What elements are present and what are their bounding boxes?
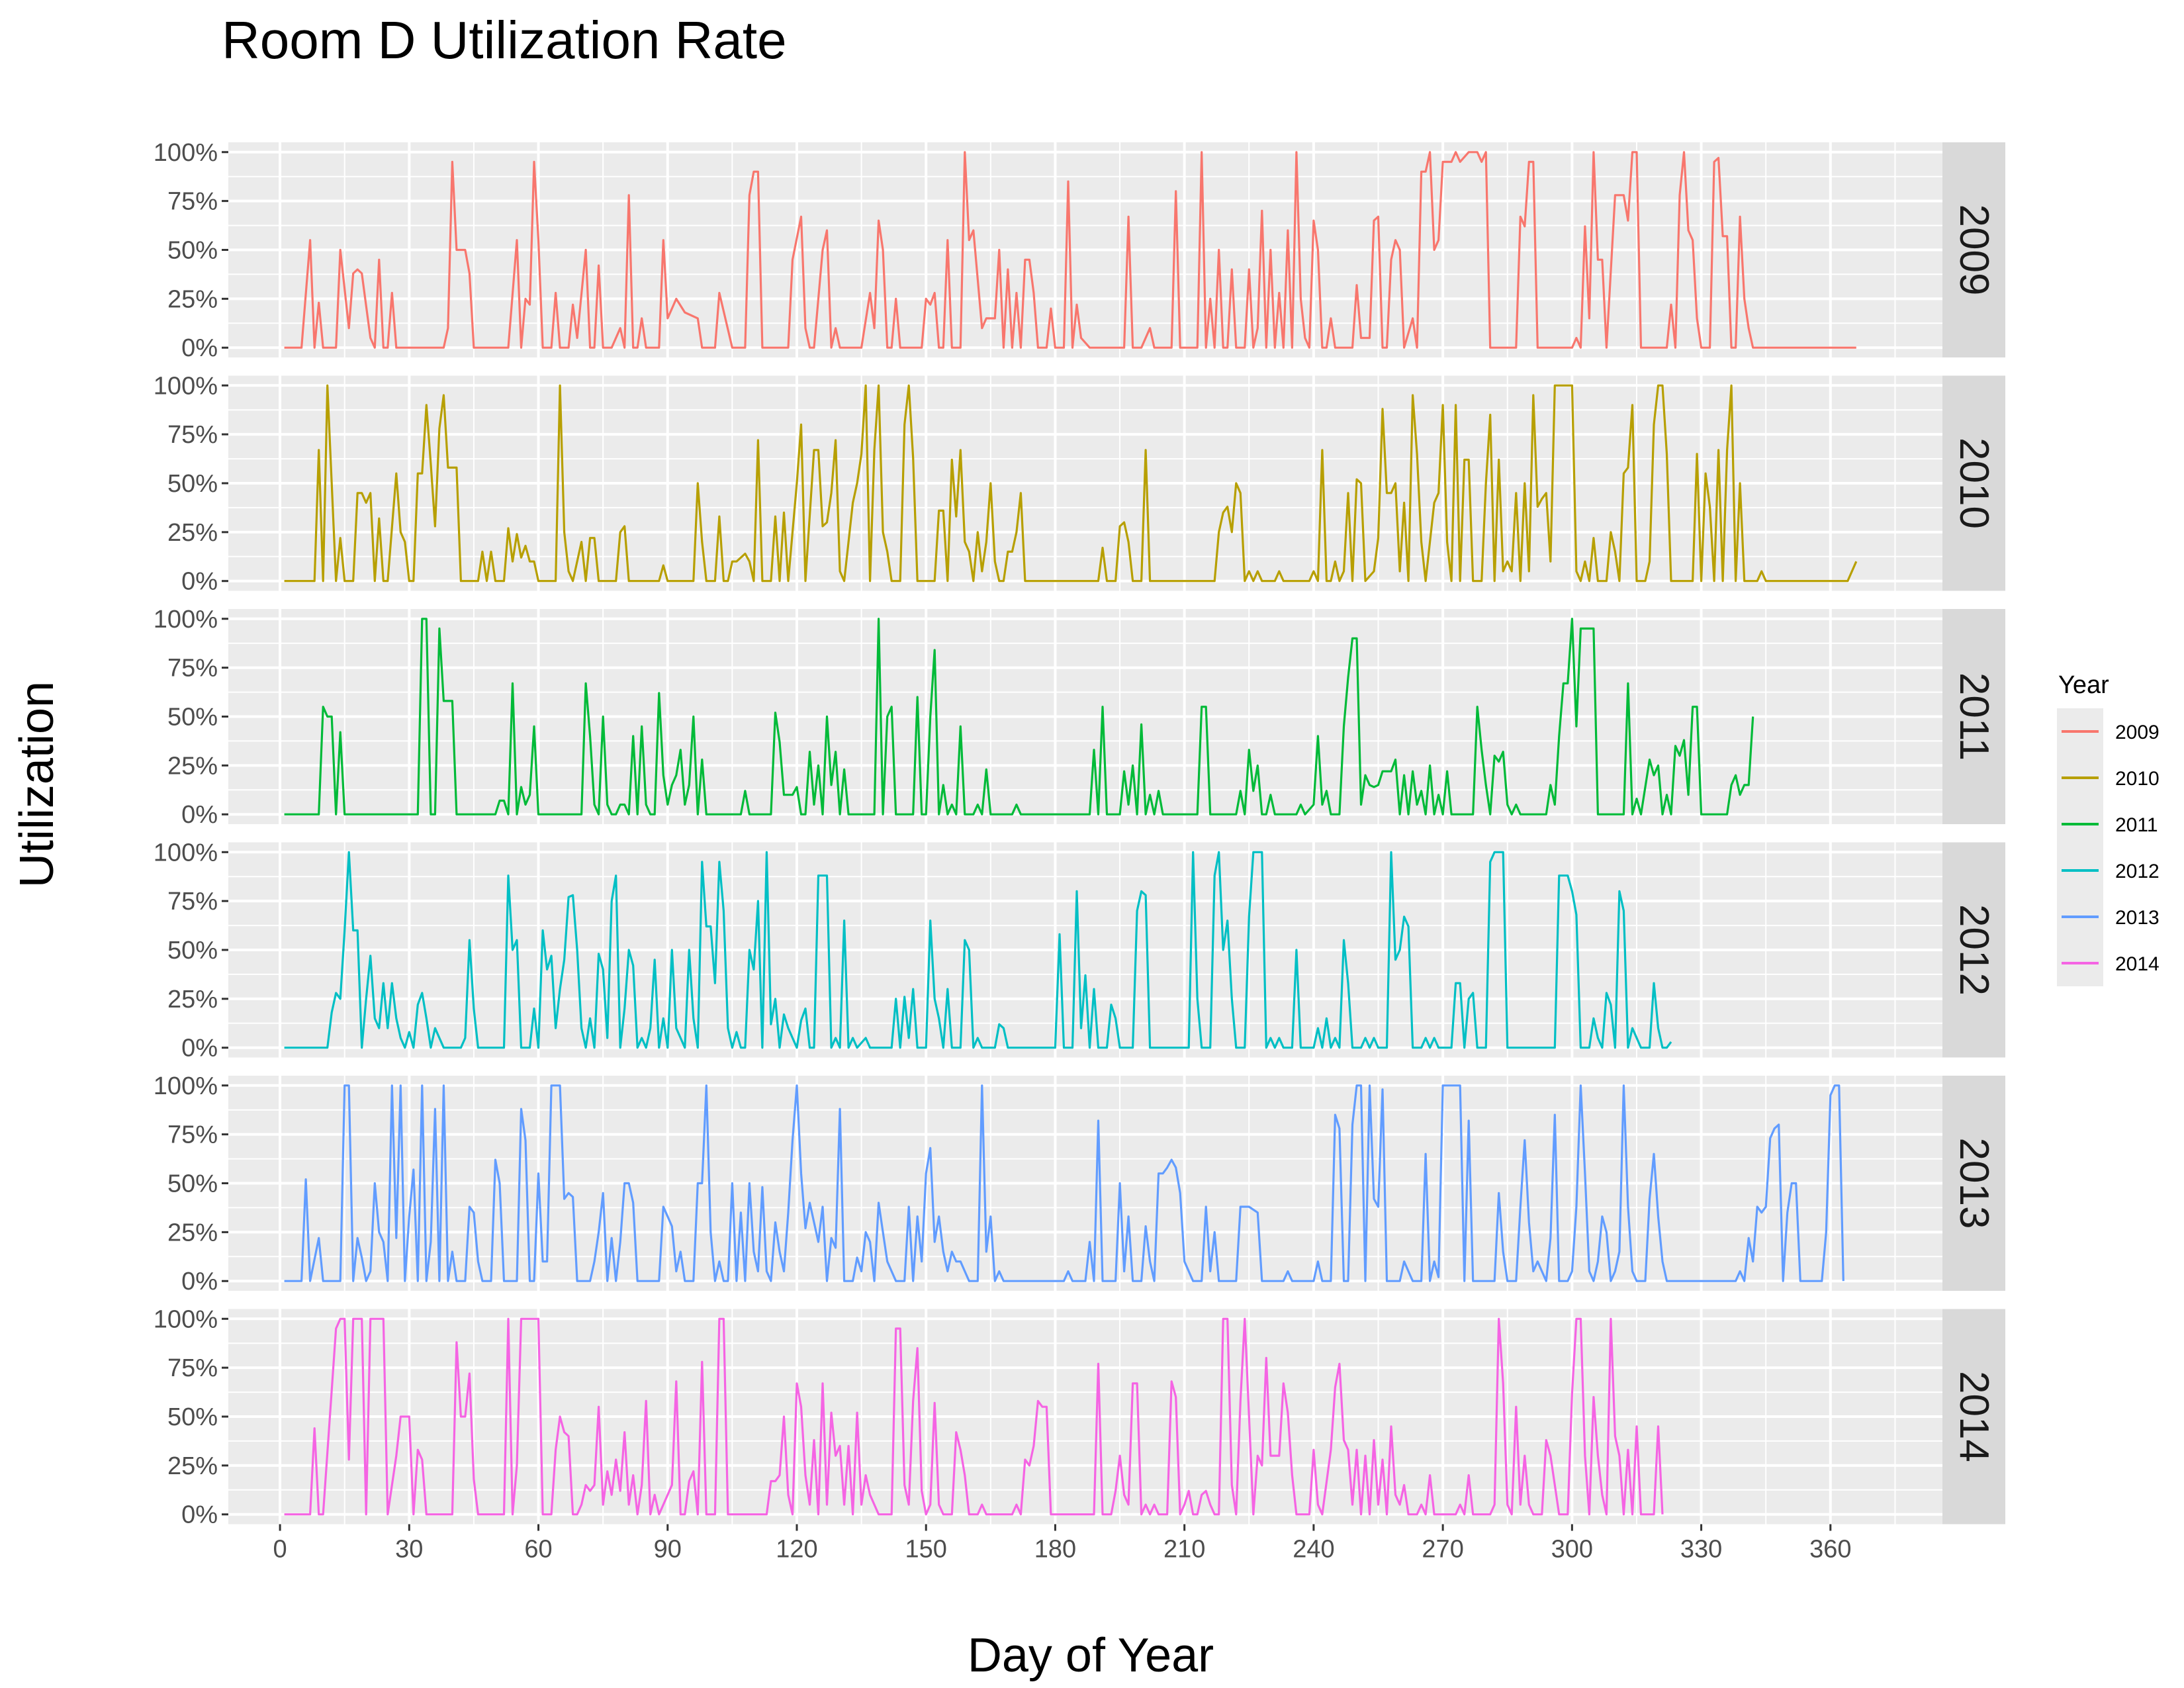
y-tick-label: 75% [167, 888, 218, 915]
x-axis-title: Day of Year [968, 1629, 1214, 1682]
y-tick-label: 50% [167, 1403, 218, 1431]
y-tick-label: 25% [167, 986, 218, 1013]
legend-item-2011: 2011 [2057, 801, 2158, 847]
facet-strip-label: 2013 [1951, 1138, 1997, 1229]
series-line-2014 [284, 1317, 1664, 1516]
x-tick-label: 360 [1809, 1536, 1851, 1564]
facet-panel-2012: 0% 25% 50% 75% 100% 2012 [154, 839, 2005, 1062]
y-tick-label: 50% [167, 937, 218, 964]
legend-label: 2013 [2115, 907, 2160, 929]
x-tick-label: 270 [1422, 1536, 1463, 1564]
x-tick-label: 330 [1680, 1536, 1722, 1564]
y-tick-label: 100% [154, 1072, 218, 1100]
legend-item-2014: 2014 [2057, 940, 2160, 986]
y-axis-title: Utilization [11, 681, 64, 888]
y-tick-label: 100% [154, 372, 218, 400]
y-tick-label: 50% [167, 237, 218, 265]
x-tick-label: 120 [776, 1536, 817, 1564]
facet-strip-label: 2010 [1951, 438, 1997, 529]
x-tick-label: 90 [654, 1536, 682, 1564]
series-line-2011 [284, 618, 1754, 816]
legend-item-2010: 2010 [2057, 755, 2160, 801]
y-tick-label: 75% [167, 188, 218, 216]
y-tick-label: 100% [154, 839, 218, 867]
legend-label: 2010 [2115, 768, 2160, 790]
legend-item-2013: 2013 [2057, 894, 2160, 940]
facet-strip [1942, 375, 2005, 591]
y-tick-label: 0% [181, 1501, 218, 1529]
facet-panels: 0%25%50%75%100%20090%25%50%75%100%20100%… [154, 139, 2005, 1529]
legend: Year 2009 2010 2011 2012 2013 2014 [2057, 671, 2160, 986]
y-tick-label: 100% [154, 1305, 218, 1333]
y-tick-label: 75% [167, 655, 218, 682]
facet-panel-2011: 0% 25% 50% 75% 100% 2011 [154, 606, 2005, 829]
y-tick-label: 0% [181, 1035, 218, 1062]
y-tick-label: 0% [181, 334, 218, 362]
series-line-2012 [284, 851, 1672, 1049]
facet-panel-2010: 0% 25% 50% 75% 100% 2010 [154, 372, 2005, 596]
x-tick-label: 150 [905, 1536, 947, 1564]
facet-panel-2009: 0% 25% 50% 75% 100% 2009 [154, 139, 2005, 362]
x-tick-label: 300 [1551, 1536, 1593, 1564]
x-axis: 0 30 60 90 120 150 180 210 240 270 300 330 360 [273, 1524, 1852, 1564]
y-tick-label: 0% [181, 801, 218, 829]
y-tick-label: 50% [167, 470, 218, 498]
y-tick-label: 100% [154, 606, 218, 633]
facet-panel-2014: 0% 25% 50% 75% 100% 2014 [154, 1305, 2005, 1529]
y-tick-label: 25% [167, 1219, 218, 1246]
facet-strip-label: 2012 [1951, 904, 1997, 996]
y-tick-label: 25% [167, 519, 218, 547]
legend-title: Year [2058, 671, 2109, 699]
x-tick-label: 60 [524, 1536, 552, 1564]
legend-label: 2012 [2115, 861, 2160, 882]
y-tick-label: 25% [167, 285, 218, 313]
facet-strip [1942, 842, 2005, 1058]
facet-strip [1942, 1076, 2005, 1291]
x-tick-label: 180 [1034, 1536, 1076, 1564]
y-tick-label: 50% [167, 704, 218, 731]
x-tick-label: 210 [1163, 1536, 1205, 1564]
x-tick-label: 30 [395, 1536, 423, 1564]
facet-strip [1942, 1309, 2005, 1524]
legend-item-2012: 2012 [2057, 847, 2160, 894]
facet-strip-label: 2011 [1951, 673, 1997, 761]
facet-strip-label: 2014 [1951, 1371, 1997, 1462]
y-tick-label: 50% [167, 1170, 218, 1198]
facet-strip-label: 2009 [1951, 205, 1997, 296]
series-line-2010 [284, 384, 1858, 583]
chart-title: Room D Utilization Rate [222, 11, 787, 70]
legend-label: 2011 [2115, 814, 2158, 836]
x-tick-label: 240 [1293, 1536, 1334, 1564]
facet-panel-2013: 0% 25% 50% 75% 100% 2013 [154, 1072, 2005, 1295]
y-tick-label: 75% [167, 421, 218, 449]
y-tick-label: 75% [167, 1354, 218, 1382]
series-line-2013 [284, 1084, 1844, 1282]
series-line-2009 [284, 151, 1856, 349]
y-tick-label: 25% [167, 752, 218, 780]
facet-strip [1942, 609, 2005, 824]
facet-strip [1942, 142, 2005, 357]
y-tick-label: 0% [181, 568, 218, 596]
legend-label: 2014 [2115, 953, 2160, 975]
y-tick-label: 0% [181, 1268, 218, 1295]
x-tick-label: 0 [273, 1536, 287, 1564]
y-tick-label: 75% [167, 1121, 218, 1149]
legend-item-2009: 2009 [2057, 708, 2160, 755]
y-tick-label: 100% [154, 139, 218, 167]
y-tick-label: 25% [167, 1452, 218, 1480]
legend-label: 2009 [2115, 722, 2160, 743]
